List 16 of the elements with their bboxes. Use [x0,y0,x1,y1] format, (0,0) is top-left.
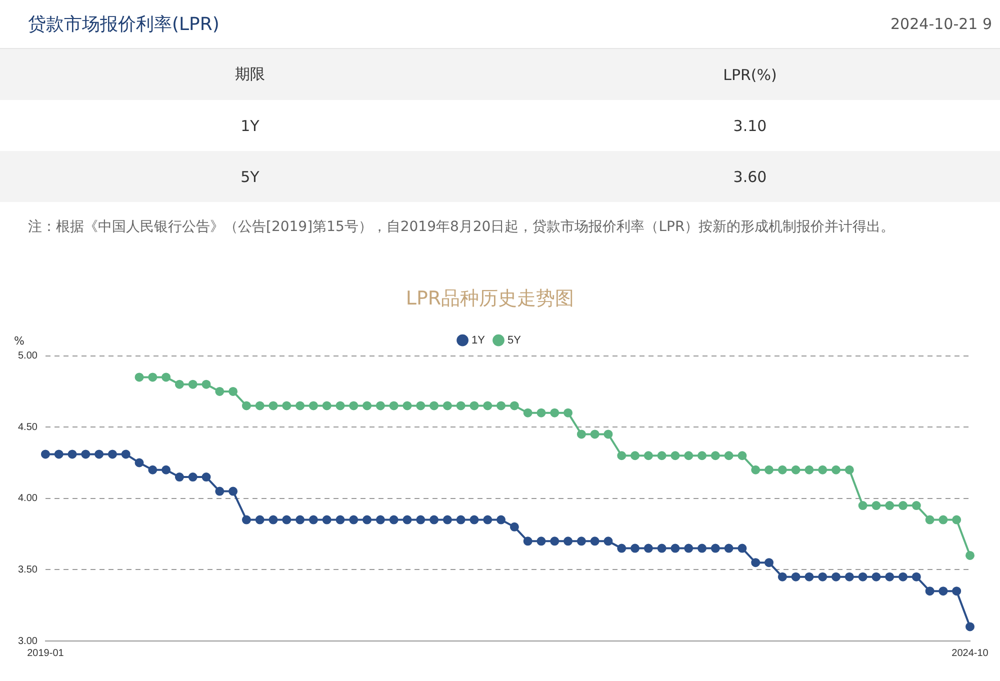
x-tick-label: 2024-10 [952,648,989,659]
y-axis-title: % [14,334,24,348]
y-tick-label: 3.00 [18,636,38,647]
y-tick-label: 3.50 [18,564,38,576]
text: 注：根据《中国人民银行公告》（公告[2019]第15号），自2019年8月20日起，贷款市场报价利率（LPR）按新的形成机制报价并计得出。 [27,218,896,237]
x-tick-label: 2019-01 [27,648,64,659]
y-tick-label: 5.00 [18,350,38,362]
text: 贷款市场报价利率(LPR) [28,13,220,36]
y-tick-label: 4.50 [18,422,38,433]
chart-title: LPR品种历史走势图 [406,287,574,310]
y-tick-label: 4.00 [18,493,38,504]
legend-label: 5Y [508,334,522,346]
text: 1Y [240,116,260,136]
legend-label: 1Y [472,334,486,346]
text: 3.10 [732,116,768,136]
text: 2024-10-21 9 [890,15,992,33]
